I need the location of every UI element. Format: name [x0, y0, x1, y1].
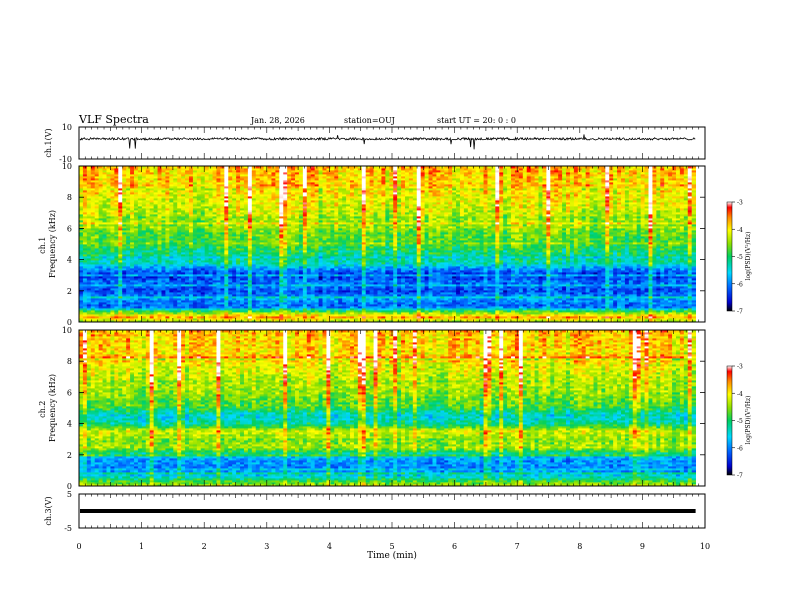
ch1-waveform-ylabel: ch.1(V): [44, 128, 53, 157]
header-start-time: start UT = 20: 0 : 0: [437, 116, 516, 125]
header-station: station=OUJ: [344, 116, 395, 125]
figure-title: VLF Spectra: [78, 113, 149, 126]
ch1-waveform-yticks: 10-10: [59, 123, 72, 164]
ch1-spectrogram-heatmap: [79, 166, 705, 322]
header-date: Jan. 28, 2026: [250, 116, 305, 125]
amplitude-tick-label: 10: [62, 123, 72, 132]
ch1-waveform-panel: 10-10 ch.1(V): [44, 123, 705, 164]
